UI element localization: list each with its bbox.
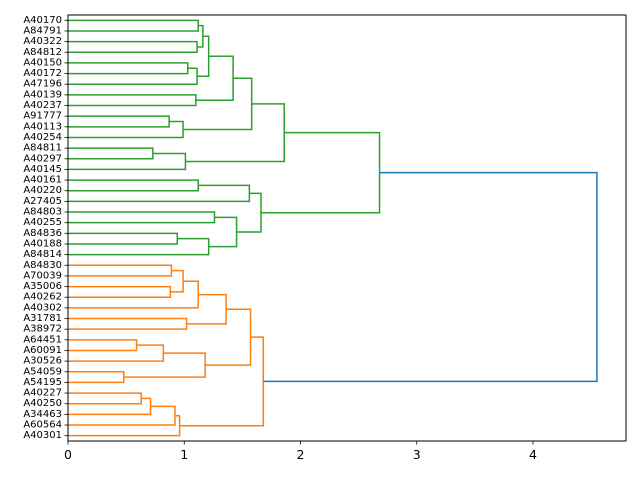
leaf-label: A60091 xyxy=(23,345,62,356)
leaf-labels: A40170A84791A40322A84812A40150A40172A471… xyxy=(23,15,68,441)
leaf-label: A40172 xyxy=(23,68,62,79)
leaf-label: A40250 xyxy=(23,398,62,409)
leaf-label: A54059 xyxy=(23,366,62,377)
x-tick-label: 0 xyxy=(64,447,72,462)
dendrogram-link xyxy=(205,308,252,366)
dendrogram-links xyxy=(68,19,598,437)
leaf-label: A60564 xyxy=(23,420,62,431)
leaf-label: A84811 xyxy=(23,143,62,154)
leaf-label: A34463 xyxy=(23,409,62,420)
dendrogram-link xyxy=(170,269,184,293)
dendrogram-link xyxy=(68,264,173,277)
x-tick-label: 1 xyxy=(180,447,188,462)
x-axis: 0 1 2 3 4 xyxy=(64,441,537,462)
leaf-label: A40262 xyxy=(23,292,62,303)
leaf-label: A40322 xyxy=(23,36,62,47)
leaf-label: A40227 xyxy=(23,388,62,399)
leaf-label: A84814 xyxy=(23,249,62,260)
leaf-label: A40297 xyxy=(23,153,62,164)
leaf-label: A38972 xyxy=(23,324,62,335)
leaf-label: A84803 xyxy=(23,207,62,218)
leaf-label: A84836 xyxy=(23,228,62,239)
leaf-label: A84812 xyxy=(23,47,62,58)
leaf-label: A64451 xyxy=(23,334,62,345)
leaf-label: A40161 xyxy=(23,175,62,186)
leaf-label: A35006 xyxy=(23,281,62,292)
leaf-label: A30526 xyxy=(23,356,62,367)
leaf-label: A70039 xyxy=(23,270,62,281)
leaf-label: A27405 xyxy=(23,196,62,207)
leaf-label: A40139 xyxy=(23,89,62,100)
dendrogram-link xyxy=(263,171,598,383)
dendrogram-link xyxy=(68,120,184,139)
x-tick-label: 3 xyxy=(413,447,421,462)
leaf-label: A40170 xyxy=(23,15,62,26)
leaf-label: A54195 xyxy=(23,377,62,388)
leaf-label: A40302 xyxy=(23,302,62,313)
leaf-label: A84791 xyxy=(23,25,62,36)
leaf-label: A40150 xyxy=(23,57,62,68)
plot-frame xyxy=(67,14,627,442)
dendrogram-link xyxy=(68,339,138,352)
x-tick-label: 4 xyxy=(529,447,537,462)
leaf-label: A40254 xyxy=(23,132,62,143)
leaf-label: A40113 xyxy=(23,121,62,132)
x-tick-label: 2 xyxy=(297,447,305,462)
leaf-label: A40255 xyxy=(23,217,62,228)
leaf-label: A40145 xyxy=(23,164,62,175)
dendrogram-link xyxy=(68,115,170,128)
leaf-label: A91777 xyxy=(23,111,62,122)
leaf-label: A84830 xyxy=(23,260,62,271)
leaf-label: A40301 xyxy=(23,430,62,441)
leaf-label: A31781 xyxy=(23,313,62,324)
leaf-label: A40237 xyxy=(23,100,62,111)
leaf-label: A40188 xyxy=(23,238,62,249)
leaf-label: A47196 xyxy=(23,79,62,90)
leaf-label: A40220 xyxy=(23,185,62,196)
